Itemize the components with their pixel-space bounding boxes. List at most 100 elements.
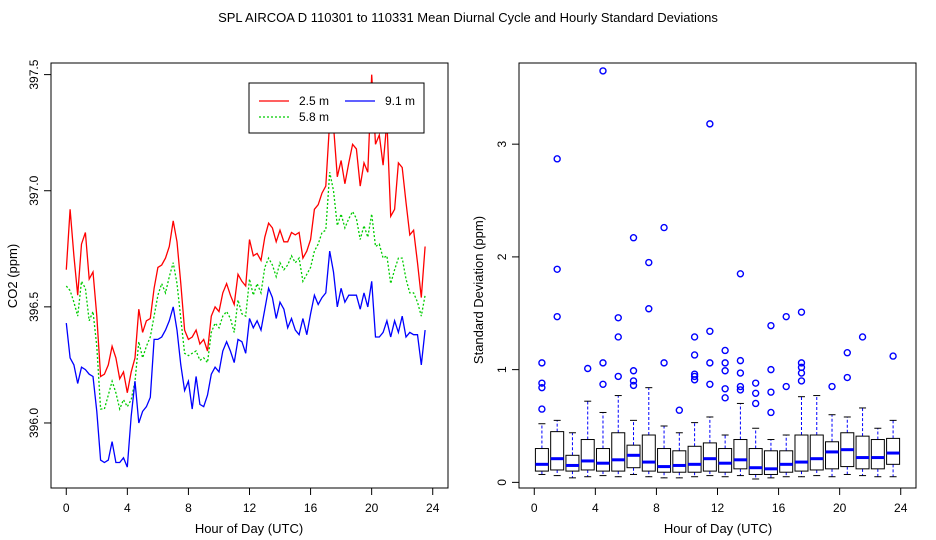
box-h13.5 [733, 270, 748, 477]
box-rect-h18.5 [809, 434, 824, 471]
box-h6.5 [626, 234, 641, 475]
right-x-tick-label-12: 12 [711, 501, 725, 515]
box-rect-h10.5 [687, 445, 702, 473]
legend-label-9-1m: 9.1 m [385, 94, 415, 108]
box-h15.5 [763, 321, 778, 479]
outlier-h6.5-0 [629, 381, 638, 390]
box-h21.5 [855, 333, 870, 477]
box-h17.5 [794, 308, 809, 478]
left-x-tick-label-24: 24 [426, 501, 440, 515]
box-h10.5 [687, 333, 702, 478]
right-y-tick-label-1: 1 [495, 366, 509, 373]
outlier-h14.5-0 [751, 399, 760, 408]
outlier-h5.5-0 [614, 372, 622, 381]
box-h9.5 [672, 406, 687, 479]
box-h4.5 [595, 67, 610, 477]
outlier-h3.5-0 [584, 364, 592, 373]
series-line-5-8-m [65, 172, 426, 412]
outlier-h11.5-1 [706, 359, 714, 367]
outlier-h0.5-1 [538, 383, 546, 392]
box-h7.5 [641, 258, 656, 478]
box-rect-h19.5 [825, 441, 840, 470]
box-rect-h17.5 [794, 434, 809, 472]
series-line-9-1-m [65, 250, 426, 468]
right-x-axis: 0 4 8 12 16 20 24 [531, 487, 908, 515]
right-x-tick-label-24: 24 [894, 501, 908, 515]
box-rect-h3.5 [580, 439, 595, 471]
right-y-tick-label-3: 3 [495, 141, 509, 148]
left-x-tick-label-4: 4 [124, 501, 131, 515]
outlier-h1.5-2 [553, 155, 561, 163]
outlier-h16.5-1 [782, 312, 790, 321]
outlier-h11.5-3 [706, 120, 714, 128]
box-h20.5 [840, 349, 855, 475]
box-h2.5 [565, 432, 580, 479]
box-h19.5 [825, 382, 840, 478]
outlier-h15.5-2 [767, 365, 775, 374]
box-h12.5 [718, 346, 733, 478]
outlier-h5.5-1 [614, 333, 622, 341]
outlier-h19.5-0 [828, 382, 836, 391]
outlier-h1.5-0 [553, 312, 561, 321]
outlier-h12.5-1 [721, 385, 729, 393]
outlier-h14.5-1 [751, 389, 760, 398]
left-x-tick-label-8: 8 [185, 501, 192, 515]
left-x-axis-label: Hour of Day (UTC) [195, 521, 303, 536]
outlier-h7.5-0 [645, 305, 653, 313]
left-y-tick-label-397.5: 397.5 [27, 59, 41, 89]
box-rect-h7.5 [641, 434, 656, 472]
right-y-tick-label-2: 2 [495, 253, 509, 260]
outlier-h20.5-0 [843, 373, 851, 382]
box-rect-h21.5 [855, 435, 870, 470]
box-h16.5 [779, 312, 794, 478]
left-y-tick-label-397.0: 397.0 [27, 175, 41, 205]
box-h5.5 [611, 314, 626, 478]
outlier-h14.5-2 [751, 379, 760, 387]
box-rect-h0.5 [534, 448, 549, 472]
box-rect-h1.5 [550, 431, 565, 471]
outlier-h10.5-1 [690, 372, 699, 381]
outlier-h8.5-1 [660, 223, 668, 232]
box-rect-h15.5 [763, 450, 778, 475]
legend-label-5-8m: 5.8 m [299, 110, 329, 124]
outlier-h12.5-4 [721, 346, 729, 355]
outlier-h17.5-0 [797, 377, 806, 385]
left-x-axis: 0 4 8 12 16 20 24 [63, 487, 440, 515]
outlier-h4.5-0 [599, 380, 607, 388]
box-h14.5 [748, 379, 763, 480]
outlier-h11.5-2 [706, 327, 714, 336]
outlier-h11.5-0 [706, 380, 714, 388]
outlier-h4.5-2 [599, 67, 607, 75]
box-h0.5 [534, 359, 549, 475]
outlier-h15.5-0 [767, 408, 775, 417]
outlier-h4.5-1 [599, 359, 607, 367]
outlier-h7.5-1 [645, 258, 653, 267]
outlier-h5.5-2 [614, 314, 622, 322]
box-h1.5 [550, 155, 565, 477]
box-h18.5 [809, 395, 824, 477]
box-rect-h12.5 [718, 448, 733, 473]
outlier-h17.5-4 [797, 308, 806, 316]
box-h8.5 [657, 223, 672, 479]
outlier-h0.5-2 [538, 379, 546, 387]
box-rect-h23.5 [886, 437, 901, 465]
box-h11.5 [702, 120, 717, 477]
outlier-h17.5-3 [797, 359, 806, 367]
outlier-h0.5-0 [538, 405, 546, 413]
right-x-axis-label: Hour of Day (UTC) [664, 521, 772, 536]
figure-title: SPL AIRCOA D 110301 to 110331 Mean Diurn… [218, 10, 718, 25]
right-x-tick-label-0: 0 [531, 501, 538, 515]
series-line-2-5-m [65, 74, 426, 393]
outlier-h10.5-3 [690, 351, 699, 359]
outlier-h6.5-3 [629, 234, 638, 242]
outlier-h6.5-2 [629, 367, 638, 375]
outlier-h6.5-1 [629, 377, 638, 385]
right-x-tick-label-16: 16 [772, 501, 786, 515]
outlier-h15.5-3 [767, 321, 775, 330]
outlier-h13.5-4 [736, 270, 745, 278]
outlier-h17.5-2 [797, 363, 806, 372]
outlier-h12.5-3 [721, 359, 729, 367]
left-x-tick-label-0: 0 [63, 501, 70, 515]
